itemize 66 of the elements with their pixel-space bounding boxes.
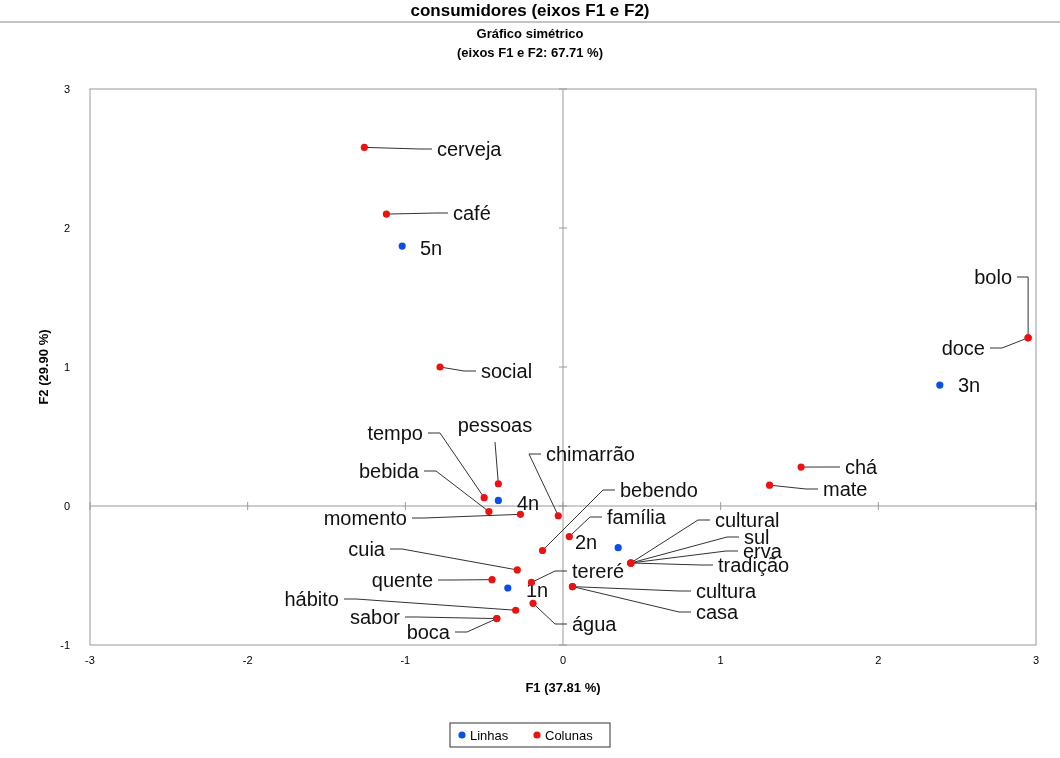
annotation: tereré — [572, 560, 625, 582]
annotation: boca — [406, 621, 451, 643]
annotation: água — [572, 613, 618, 635]
y-tick-label: 0 — [63, 500, 70, 512]
point — [765, 481, 774, 489]
x-tick-label: -2 — [242, 654, 253, 666]
point — [398, 242, 406, 250]
point — [488, 576, 496, 584]
annotation: 5n — [420, 237, 443, 259]
point — [936, 381, 944, 389]
x-tick-label: 1 — [717, 654, 724, 666]
annotation: hábito — [284, 588, 339, 610]
y-axis-title: F2 (29.90 %) — [36, 329, 51, 405]
y-tick-label: 3 — [63, 83, 70, 95]
annotation: chá — [845, 456, 879, 478]
chart-title: consumidores (eixos F1 e F2) — [410, 1, 650, 20]
point — [565, 532, 573, 541]
point — [382, 210, 391, 218]
annotation: 2n — [575, 531, 598, 553]
annotation: bolo — [974, 266, 1012, 288]
point — [797, 463, 805, 471]
point — [513, 566, 521, 574]
point — [529, 599, 537, 607]
point — [516, 510, 525, 518]
annotation: café — [453, 202, 491, 224]
x-tick-label: -3 — [85, 654, 95, 666]
point — [485, 507, 493, 516]
annotation: bebendo — [620, 479, 698, 501]
annotation: momento — [323, 507, 407, 529]
legend-label: Colunas — [545, 728, 594, 743]
y-tick-label: -1 — [60, 639, 70, 651]
point — [360, 143, 368, 151]
y-tick-label: 1 — [63, 361, 70, 373]
x-tick-label: -1 — [400, 654, 411, 666]
annotation: cuia — [348, 538, 386, 560]
point — [554, 512, 562, 520]
chart-subtitle: Gráfico simétrico (eixos F1 e F2: 67.71 %) — [457, 26, 603, 60]
annotation: doce — [941, 337, 985, 359]
annotation: 4n — [517, 492, 540, 514]
annotation: bebida — [358, 460, 420, 482]
point — [494, 480, 502, 488]
point — [504, 584, 512, 592]
annotation: 3n — [958, 374, 981, 396]
annotation: pessoas — [457, 414, 533, 436]
y-tick-label: 2 — [63, 222, 70, 234]
legend-label: Linhas — [470, 728, 509, 743]
point — [538, 546, 547, 555]
annotation: família — [607, 506, 667, 528]
annotation: mate — [823, 478, 868, 500]
point — [512, 606, 520, 614]
annotation: cultura — [696, 580, 757, 602]
point — [494, 496, 502, 505]
point — [436, 363, 444, 371]
x-axis-title: F1 (37.81 %) — [525, 680, 601, 695]
x-tick-label: 2 — [875, 654, 882, 666]
annotation: tempo — [367, 422, 423, 444]
annotation: casa — [696, 601, 740, 623]
x-tick-label: 0 — [559, 654, 567, 666]
point — [614, 544, 622, 552]
x-tick-label: 3 — [1032, 654, 1040, 666]
annotation: chimarrão — [546, 443, 635, 465]
annotation: social — [481, 360, 533, 382]
annotation: quente — [371, 569, 433, 591]
annotation: sabor — [349, 606, 401, 628]
annotation: cerveja — [437, 138, 503, 160]
point — [480, 494, 488, 502]
